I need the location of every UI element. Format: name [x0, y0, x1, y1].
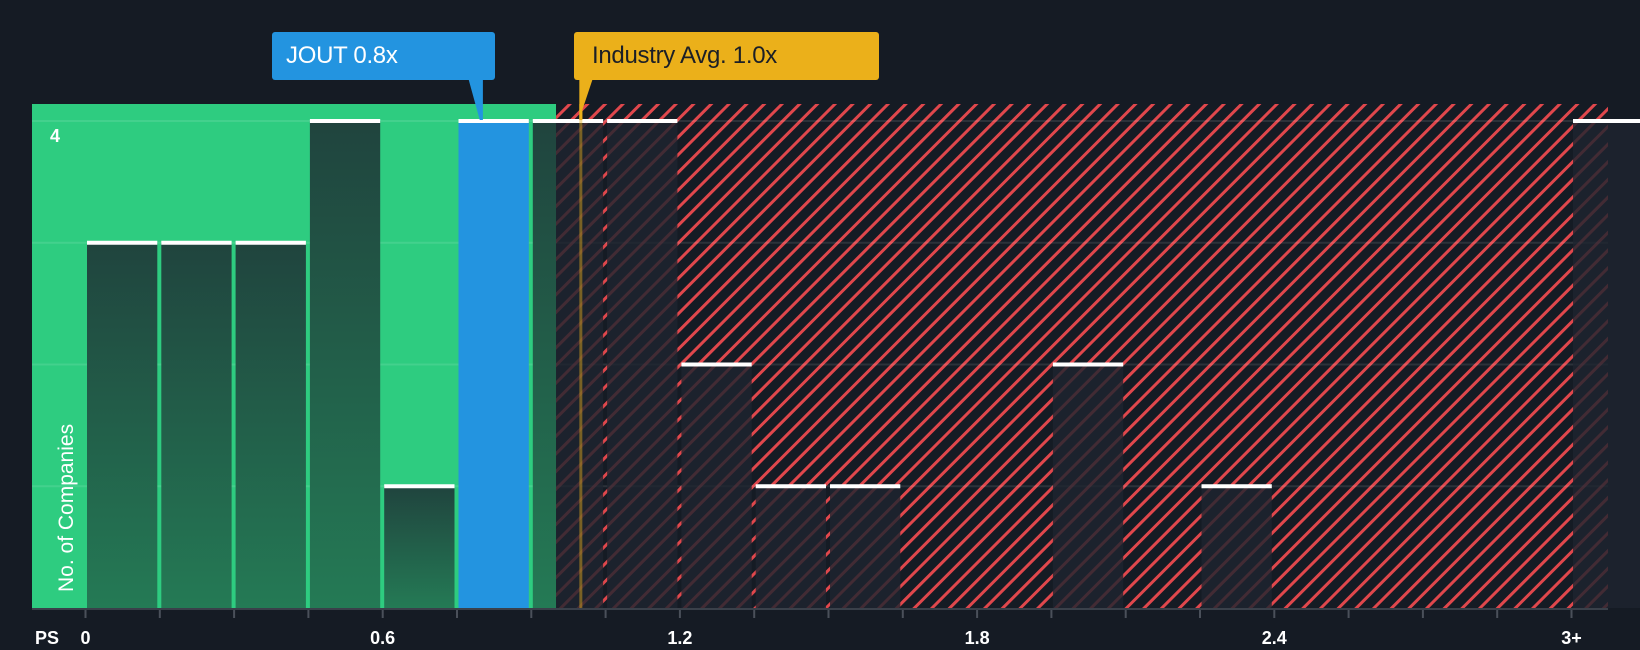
histogram-bar[interactable]: [830, 484, 901, 608]
bar-cap: [532, 119, 604, 123]
bar-cap: [458, 119, 529, 123]
bar-cap: [384, 484, 455, 489]
x-tick-label: 2.4: [1261, 628, 1287, 648]
bar-cap: [1573, 119, 1640, 123]
bar-cap: [309, 119, 381, 123]
x-tick-label: 0.6: [370, 628, 396, 648]
histogram-bar[interactable]: [532, 119, 604, 608]
bar-cap: [1052, 362, 1124, 367]
industry-pointer: [579, 80, 593, 120]
histogram-bar[interactable]: [87, 240, 158, 608]
histogram-bar[interactable]: [1201, 484, 1272, 608]
histogram-bar[interactable]: [607, 119, 678, 608]
bar-cap: [161, 240, 232, 245]
company-pointer: [468, 80, 483, 120]
industry-average-line: [579, 120, 583, 608]
histogram-bar[interactable]: [1052, 362, 1124, 609]
bar-cap: [830, 484, 901, 489]
histogram-bar[interactable]: [235, 240, 306, 608]
x-axis-prefix: PS: [35, 628, 60, 648]
bar-cap: [607, 119, 678, 123]
histogram-bar[interactable]: [384, 484, 455, 608]
bar-cap: [87, 240, 158, 245]
histogram-bar[interactable]: [1573, 119, 1640, 608]
bar-cap: [235, 240, 306, 245]
bar-cap: [755, 484, 826, 489]
highlight-bar[interactable]: [458, 119, 529, 608]
y-axis-max-tick: 4: [50, 126, 61, 146]
company-ps-callout: JOUT 0.8x: [272, 32, 495, 80]
x-tick-label: 1.2: [667, 628, 693, 648]
histogram-bar[interactable]: [755, 484, 826, 608]
bar-cap: [681, 362, 752, 367]
y-axis-title: No. of Companies: [55, 423, 78, 592]
x-tick-label: 3+: [1561, 628, 1582, 648]
histogram-bar[interactable]: [161, 240, 232, 608]
company-ps-label: JOUT 0.8x: [286, 42, 398, 69]
x-tick-label: 1.8: [964, 628, 990, 648]
industry-average-label: Industry Avg. 1.0x: [592, 42, 777, 69]
histogram-bar[interactable]: [681, 362, 752, 609]
bar-cap: [1201, 484, 1272, 489]
x-tick-label: 0: [80, 628, 91, 648]
industry-average-callout: Industry Avg. 1.0x: [574, 32, 879, 80]
histogram-bar[interactable]: [309, 119, 381, 608]
